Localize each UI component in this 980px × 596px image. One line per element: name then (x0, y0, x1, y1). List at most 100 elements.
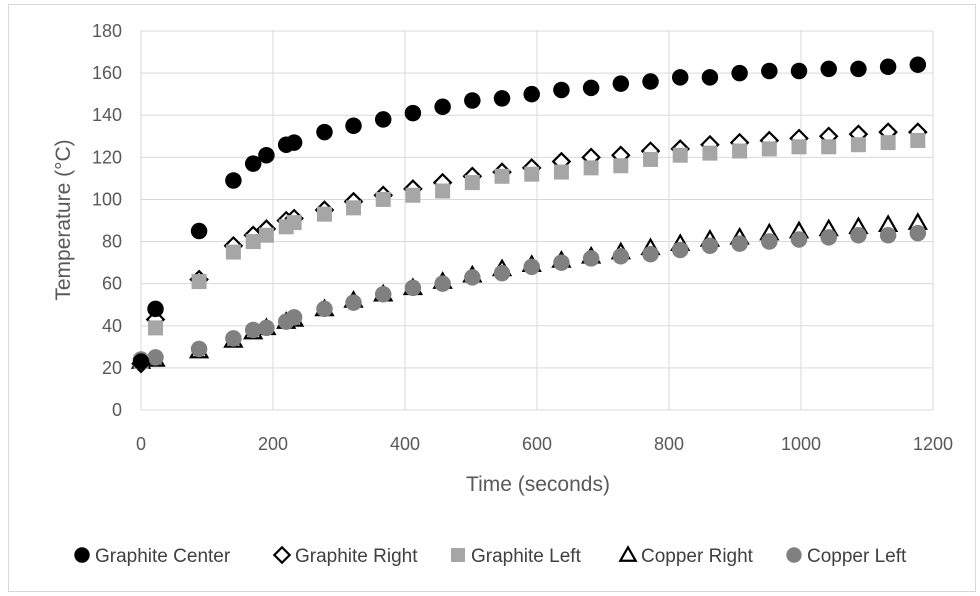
legend-label: Graphite Center (95, 546, 231, 567)
data-point (148, 320, 164, 336)
legend-marker (786, 547, 802, 563)
y-tick-label: 60 (102, 274, 122, 294)
data-point (190, 340, 208, 358)
data-point (316, 206, 332, 222)
y-tick-label: 100 (92, 189, 122, 209)
data-points (130, 56, 928, 374)
data-point (583, 160, 599, 176)
chart-area (8, 4, 976, 592)
data-point (909, 56, 927, 73)
x-tick-label: 1200 (913, 434, 953, 454)
data-point (191, 274, 207, 290)
y-tick-label: 20 (102, 358, 122, 378)
x-tick-label: 800 (654, 434, 684, 454)
data-point (761, 141, 777, 157)
data-point (731, 235, 748, 252)
data-point (850, 60, 867, 78)
data-point (464, 92, 481, 109)
legend-item: Graphite Center (74, 546, 231, 567)
data-point (821, 139, 837, 155)
data-point (643, 151, 659, 167)
data-point (582, 79, 600, 97)
data-point (245, 234, 261, 250)
legend-marker (451, 548, 465, 562)
data-point (850, 137, 866, 153)
data-point (701, 69, 719, 86)
y-tick-label: 120 (92, 147, 122, 167)
data-point (190, 222, 208, 240)
series-graphite-center (132, 56, 927, 370)
data-point (732, 143, 748, 159)
data-point (523, 85, 540, 103)
data-point (375, 191, 391, 207)
data-point (731, 64, 748, 82)
data-point (790, 231, 808, 248)
x-axis-tick-labels: 0 200 400 600 800 1000 1200 (136, 434, 953, 454)
data-point (464, 175, 480, 191)
data-point (258, 227, 274, 243)
data-point (672, 147, 688, 163)
data-point (285, 134, 303, 151)
y-tick-label: 80 (102, 232, 122, 252)
y-tick-label: 180 (92, 21, 122, 41)
data-point (405, 187, 421, 203)
data-point (553, 164, 569, 180)
data-point (434, 275, 451, 292)
data-point (613, 158, 629, 174)
data-point (850, 226, 867, 244)
data-point (524, 166, 540, 182)
data-point (285, 309, 303, 326)
data-point (671, 69, 689, 86)
data-point (880, 135, 896, 151)
data-point (374, 285, 392, 303)
data-point (286, 215, 302, 231)
data-point (612, 75, 630, 92)
data-point (258, 319, 275, 337)
y-axis-tick-labels: 0 20 40 60 80 100 120 140 160 180 (92, 21, 122, 420)
legend-label: Graphite Right (295, 546, 418, 567)
data-point (258, 146, 275, 164)
x-tick-label: 0 (136, 434, 146, 454)
data-point (147, 349, 164, 366)
data-point (553, 254, 570, 271)
y-axis-title: Temperature (°C) (52, 139, 75, 300)
legend-item: Copper Left (786, 546, 907, 567)
data-point (582, 250, 600, 267)
data-point (345, 117, 362, 134)
series-copper-left (132, 224, 927, 368)
data-point (909, 224, 927, 242)
data-point (225, 172, 242, 189)
data-point (493, 90, 511, 107)
legend-label: Copper Left (807, 546, 907, 567)
data-point (464, 269, 481, 286)
legend-item: Copper Right (618, 545, 754, 567)
legend: Graphite Center Graphite Right Graphite Le… (74, 545, 907, 567)
data-point (147, 300, 164, 318)
data-point (553, 81, 570, 99)
data-point (612, 248, 630, 265)
data-point (879, 58, 897, 76)
data-point (493, 264, 511, 282)
data-point (346, 200, 362, 216)
x-tick-label: 400 (390, 434, 420, 454)
data-point (244, 321, 262, 339)
data-point (642, 245, 659, 263)
data-point (761, 233, 778, 250)
data-point (316, 123, 333, 141)
data-point (404, 279, 422, 297)
legend-item: Graphite Left (451, 546, 582, 567)
legend-marker (618, 545, 638, 562)
y-tick-label: 0 (112, 400, 122, 420)
data-point (225, 330, 242, 347)
data-point (761, 62, 778, 80)
data-point (316, 300, 333, 318)
legend-marker (272, 545, 292, 565)
data-point (244, 155, 262, 172)
y-tick-label: 40 (102, 316, 122, 336)
data-point (701, 237, 719, 255)
data-point (434, 98, 451, 116)
data-point (374, 111, 392, 128)
data-point (820, 229, 837, 246)
data-point (404, 104, 422, 122)
data-point (820, 60, 837, 78)
